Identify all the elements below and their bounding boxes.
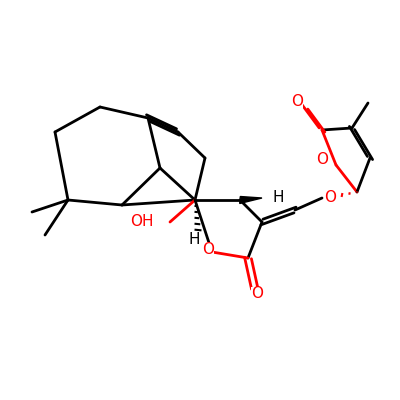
Text: H: H (188, 232, 200, 248)
Polygon shape (240, 196, 262, 204)
Text: O: O (316, 152, 328, 168)
Text: O: O (291, 94, 303, 110)
Text: O: O (251, 286, 263, 302)
Text: O: O (202, 242, 214, 256)
Text: H: H (272, 190, 284, 206)
Text: OH: OH (130, 214, 154, 230)
Text: O: O (324, 190, 336, 204)
